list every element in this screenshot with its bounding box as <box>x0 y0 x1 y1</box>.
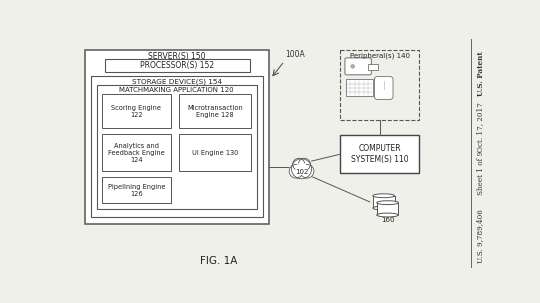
Circle shape <box>300 165 314 178</box>
Bar <box>97 85 256 209</box>
Text: COMPUTER
SYSTEM(S) 110: COMPUTER SYSTEM(S) 110 <box>351 145 409 164</box>
Text: 100A: 100A <box>285 51 305 59</box>
Circle shape <box>298 158 310 170</box>
Circle shape <box>296 163 307 174</box>
Ellipse shape <box>373 194 395 198</box>
Text: Sheet 1 of 9: Sheet 1 of 9 <box>477 152 484 195</box>
Text: 160: 160 <box>381 217 394 223</box>
Text: Pipelining Engine
126: Pipelining Engine 126 <box>107 184 165 197</box>
Text: UI Engine 130: UI Engine 130 <box>192 150 238 156</box>
Circle shape <box>351 65 355 68</box>
Bar <box>340 135 420 173</box>
Circle shape <box>292 159 312 179</box>
Bar <box>91 76 263 217</box>
Bar <box>105 59 251 72</box>
Text: STORAGE DEVICE(S) 154: STORAGE DEVICE(S) 154 <box>132 78 222 85</box>
Bar <box>368 64 377 70</box>
Text: PROCESSOR(S) 152: PROCESSOR(S) 152 <box>140 61 214 70</box>
Circle shape <box>362 64 365 66</box>
Text: FIG. 1A: FIG. 1A <box>200 256 237 266</box>
Ellipse shape <box>377 213 399 217</box>
Text: SERVER(S) 150: SERVER(S) 150 <box>148 52 206 61</box>
Bar <box>102 134 171 171</box>
Circle shape <box>364 67 367 69</box>
Text: U.S. 9,789,406: U.S. 9,789,406 <box>477 210 484 264</box>
FancyBboxPatch shape <box>345 58 372 75</box>
Text: Scoring Engine
122: Scoring Engine 122 <box>111 105 161 118</box>
Bar <box>373 196 395 208</box>
Text: Microtransaction
Engine 128: Microtransaction Engine 128 <box>187 105 243 118</box>
Circle shape <box>289 165 303 178</box>
Ellipse shape <box>377 201 399 205</box>
Bar <box>102 177 171 203</box>
Ellipse shape <box>373 206 395 210</box>
Bar <box>179 134 251 171</box>
Bar <box>102 94 171 128</box>
Bar <box>85 50 269 224</box>
Bar <box>346 79 373 96</box>
Text: 102: 102 <box>295 169 308 175</box>
Bar <box>179 94 251 128</box>
Text: Analytics and
Feedback Engine
124: Analytics and Feedback Engine 124 <box>108 143 165 163</box>
Text: Oct. 17, 2017: Oct. 17, 2017 <box>477 102 484 152</box>
Bar <box>340 50 420 119</box>
Text: Peripheral(s) 140: Peripheral(s) 140 <box>350 52 410 59</box>
Bar <box>377 203 399 215</box>
Text: MATCHMAKING APPLICATION 120: MATCHMAKING APPLICATION 120 <box>119 87 234 93</box>
Text: U.S. Patent: U.S. Patent <box>477 51 484 96</box>
FancyBboxPatch shape <box>374 76 393 99</box>
Circle shape <box>293 158 305 170</box>
